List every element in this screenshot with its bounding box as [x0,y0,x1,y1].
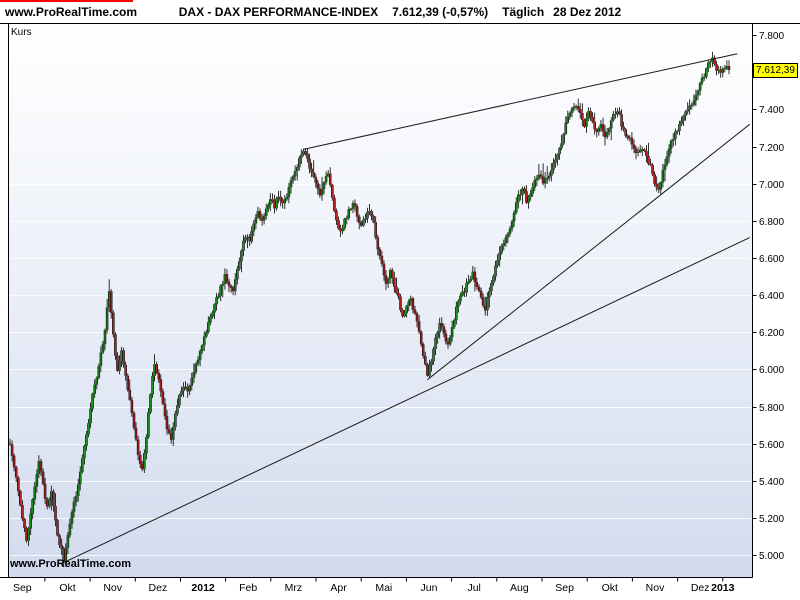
grid-layer [9,35,752,556]
trend-line-resistance[interactable] [303,53,738,150]
plot-background [8,24,753,578]
x-month-label: 2013 [711,582,735,594]
x-month-label: Okt [59,582,75,594]
y-tick-label: 5.200 [759,514,784,525]
x-month-label: Mai [375,582,392,594]
x-month-label: Mrz [285,582,303,594]
y-tick-label: 5.600 [759,440,784,451]
y-tick-label: 7.800 [759,31,784,42]
x-month-label: Dez [149,582,168,594]
y-tick-label: 5.800 [759,403,784,414]
trend-line-long-term-support[interactable] [63,237,750,564]
watermark-bottom: www.ProRealTime.com [10,558,132,570]
brand-red-line [0,0,133,2]
y-tick-label: 6.000 [759,365,784,376]
x-month-label: 2012 [191,582,215,594]
price-axis-title: Kurs [11,27,32,38]
y-tick-label: 6.800 [759,217,784,228]
header-bar: www.ProRealTime.com DAX - DAX PERFORMANC… [0,0,800,24]
plot-border [0,23,753,578]
y-tick-label: 5.000 [759,551,784,562]
x-month-label: Nov [103,582,122,594]
x-month-label: Jun [421,582,438,594]
x-month-label: Sep [13,582,32,594]
x-month-label: Nov [646,582,665,594]
chart-title: DAX - DAX PERFORMANCE-INDEX 7.612,39 (-0,… [140,5,660,19]
date-label: 28 Dez 2012 [553,4,622,19]
candles-up [27,57,728,562]
x-month-label: Jul [467,582,480,594]
x-month-label: Okt [602,582,618,594]
watermark-top: www.ProRealTime.com [5,4,138,19]
timeframe-label: Täglich [502,4,545,19]
last-price-tag: 7.612,39 [753,63,798,78]
y-tick-label: 6.600 [759,254,784,265]
trend-lines-layer[interactable] [63,53,751,564]
y-tick-label: 7.200 [759,143,784,154]
last-quote: 7.612,39 (-0,57%) [392,4,489,19]
x-month-label: Feb [239,582,257,594]
trend-line-medium-support[interactable] [427,123,751,381]
y-tick-label: 7.000 [759,180,784,191]
x-month-label: Dez [691,582,710,594]
y-tick-label: 5.400 [759,477,784,488]
x-axis[interactable]: Sep Okt Nov Dez 2012 Feb Mrz Apr Mai Jun Jul Aug Sep… [13,577,735,595]
y-tick-label: 6.200 [759,328,784,339]
x-month-label: Sep [555,582,574,594]
x-month-label: Aug [510,582,529,594]
y-tick-label: 7.400 [759,105,784,116]
candles-down [9,57,730,562]
instrument-name: DAX - DAX PERFORMANCE-INDEX [178,4,379,19]
y-tick-label: 6.400 [759,291,784,302]
y-axis[interactable]: 7.8007.6007.4007.2007.0006.8006.6006.400… [752,31,785,562]
x-month-label: Apr [330,582,347,594]
